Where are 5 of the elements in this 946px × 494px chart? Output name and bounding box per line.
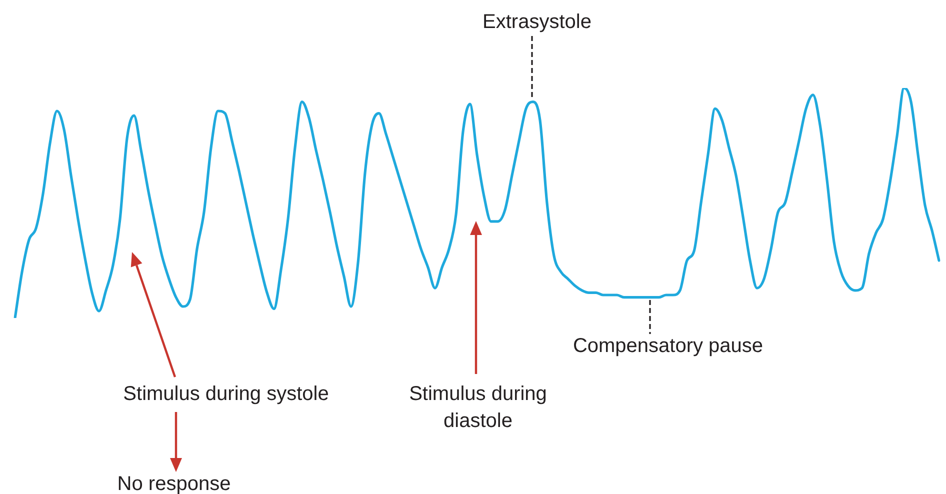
text: Stimulus during diastole [408,382,548,434]
text: No response [116,472,232,494]
text: Extrasystole [482,10,592,35]
text: Stimulus during systole [122,382,330,407]
text: Compensatory pause [572,334,764,359]
